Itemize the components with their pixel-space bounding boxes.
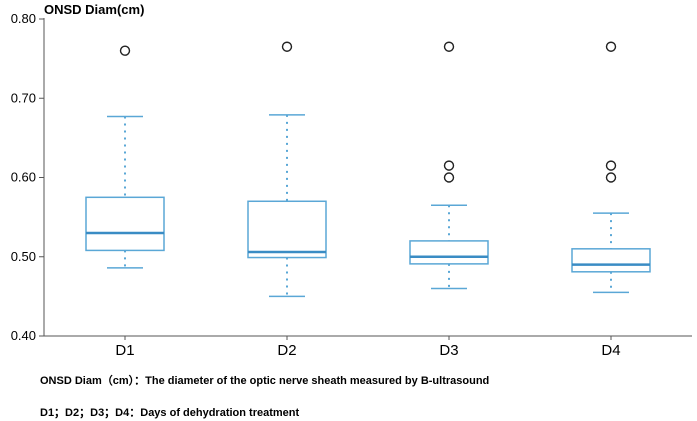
outlier-point: [605, 41, 617, 52]
outlier-point: [605, 160, 617, 171]
x-axis-labels: D1 D2 D3 D4: [115, 336, 621, 359]
iqr-box: [409, 240, 489, 265]
y-tick-label: 0.70: [11, 90, 36, 105]
x-tick-label: D2: [277, 342, 296, 359]
x-tick-label: D1: [115, 342, 134, 359]
outlier-point: [443, 172, 455, 183]
box-d4: [571, 41, 651, 294]
iqr-box: [571, 248, 651, 273]
y-tick-label: 0.80: [11, 11, 36, 26]
iqr-box: [85, 196, 165, 252]
y-tick-label: 0.60: [11, 170, 36, 185]
outlier-point: [281, 41, 293, 52]
x-tick-label: D4: [601, 342, 620, 359]
outlier-point: [119, 45, 131, 56]
y-axis-ticks: 0.40 0.50 0.60 0.70 0.80: [11, 11, 44, 343]
days-note: D1；D2；D3；D4：Days of dehydration treatmen…: [40, 407, 300, 419]
outlier-point: [605, 172, 617, 183]
y-tick-label: 0.50: [11, 249, 36, 264]
box-d1: [85, 45, 165, 269]
box-d3: [409, 41, 489, 290]
box-series: [85, 41, 651, 298]
y-tick-label: 0.40: [11, 328, 36, 343]
x-tick-label: D3: [439, 342, 458, 359]
chart-title: ONSD Diam(cm): [44, 2, 144, 17]
definition-note: ONSD Diam（cm）：The diameter of the optic …: [40, 375, 490, 387]
outlier-point: [443, 41, 455, 52]
outlier-point: [443, 160, 455, 171]
iqr-box: [247, 200, 327, 259]
box-d2: [247, 41, 327, 298]
